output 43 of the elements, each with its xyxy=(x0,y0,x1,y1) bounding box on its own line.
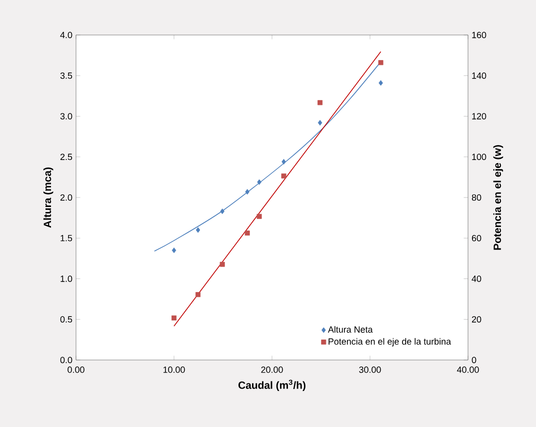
x-axis-title: Caudal (m$^{3}$/h) xyxy=(238,380,306,391)
y-tick-label: 2.5 xyxy=(60,154,72,160)
point xyxy=(378,60,384,66)
point xyxy=(244,230,250,236)
point xyxy=(256,214,262,219)
y2-tick-label: 160 xyxy=(472,32,486,38)
y2-tick-label: 60 xyxy=(472,234,482,242)
x-tick-label: 30.00 xyxy=(359,366,381,373)
point xyxy=(196,292,201,298)
point xyxy=(220,262,225,267)
x-tick-label: 40.00 xyxy=(456,366,479,373)
point xyxy=(378,80,383,86)
point xyxy=(281,173,286,178)
y2-tick-label: 100 xyxy=(472,154,486,160)
y2-tick-label: 120 xyxy=(472,113,486,120)
y-tick-label: 1.0 xyxy=(60,276,72,282)
y-tick-label: 3.0 xyxy=(60,113,72,120)
point xyxy=(257,179,262,185)
point xyxy=(172,248,176,254)
point xyxy=(196,227,200,233)
y2-tick-label: 140 xyxy=(472,72,486,79)
y2-tick-label: 80 xyxy=(472,194,482,201)
y-tick-label: 0.5 xyxy=(60,316,72,323)
y-axis-title: Altura (mca) xyxy=(43,168,54,228)
y-tick-label: 3.5 xyxy=(60,72,72,79)
point xyxy=(172,315,176,320)
y-tick-label: 4.0 xyxy=(60,32,72,38)
point xyxy=(220,208,224,214)
y2-tick-label: 0 xyxy=(472,356,476,364)
y-tick-label: 2.0 xyxy=(60,194,72,201)
y2-axis-title: Potencia en el eje (w) xyxy=(493,145,504,250)
legend-label: Altura Neta xyxy=(328,326,373,333)
y2-tick-label: 40 xyxy=(472,276,482,282)
y-tick-label: 1.5 xyxy=(60,234,72,242)
point xyxy=(318,100,323,106)
point xyxy=(245,189,250,195)
x-tick-label: 10.00 xyxy=(163,366,185,373)
x-tick-label: 0.00 xyxy=(68,366,84,373)
y-tick-label: 0.0 xyxy=(60,356,72,364)
x-tick-label: 20.00 xyxy=(261,366,283,373)
point xyxy=(318,120,322,126)
legend-label: Potencia en el eje de la turbina xyxy=(328,338,452,346)
y2-tick-label: 20 xyxy=(472,316,482,323)
